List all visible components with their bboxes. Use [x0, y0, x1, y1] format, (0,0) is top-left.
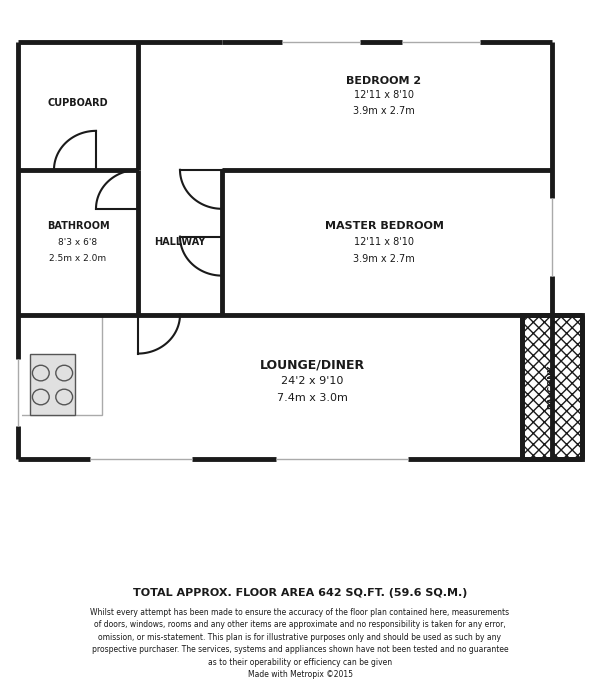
Text: BEDROOM 2: BEDROOM 2 — [346, 76, 422, 86]
Bar — [522, 315, 582, 459]
Text: 2.5m x 2.0m: 2.5m x 2.0m — [49, 255, 107, 263]
Text: HALLWAY: HALLWAY — [154, 237, 206, 247]
Text: 3.9m x 2.7m: 3.9m x 2.7m — [353, 254, 415, 264]
Text: 3.9m x 2.7m: 3.9m x 2.7m — [353, 106, 415, 116]
Bar — [30, 354, 75, 415]
Bar — [18, 315, 102, 415]
Bar — [522, 315, 582, 459]
Text: 8'3 x 6'8: 8'3 x 6'8 — [58, 238, 98, 246]
Text: BALCONY: BALCONY — [548, 365, 557, 409]
Text: 24'2 x 9'10: 24'2 x 9'10 — [281, 377, 343, 386]
Text: BATHROOM: BATHROOM — [47, 221, 109, 230]
Text: 7.4m x 3.0m: 7.4m x 3.0m — [277, 393, 347, 403]
Text: TOTAL APPROX. FLOOR AREA 642 SQ.FT. (59.6 SQ.M.): TOTAL APPROX. FLOOR AREA 642 SQ.FT. (59.… — [133, 588, 467, 599]
Text: 12'11 x 8'10: 12'11 x 8'10 — [354, 237, 414, 247]
Bar — [18, 315, 522, 459]
Bar — [18, 170, 552, 315]
Text: MASTER BEDROOM: MASTER BEDROOM — [325, 221, 443, 230]
Text: LOUNGE/DINER: LOUNGE/DINER — [259, 358, 365, 371]
Text: Whilst every attempt has been made to ensure the accuracy of the floor plan cont: Whilst every attempt has been made to en… — [91, 608, 509, 679]
Bar — [18, 42, 222, 170]
Text: 12'11 x 8'10: 12'11 x 8'10 — [354, 90, 414, 100]
Text: CUPBOARD: CUPBOARD — [47, 98, 109, 108]
Bar — [222, 42, 552, 170]
